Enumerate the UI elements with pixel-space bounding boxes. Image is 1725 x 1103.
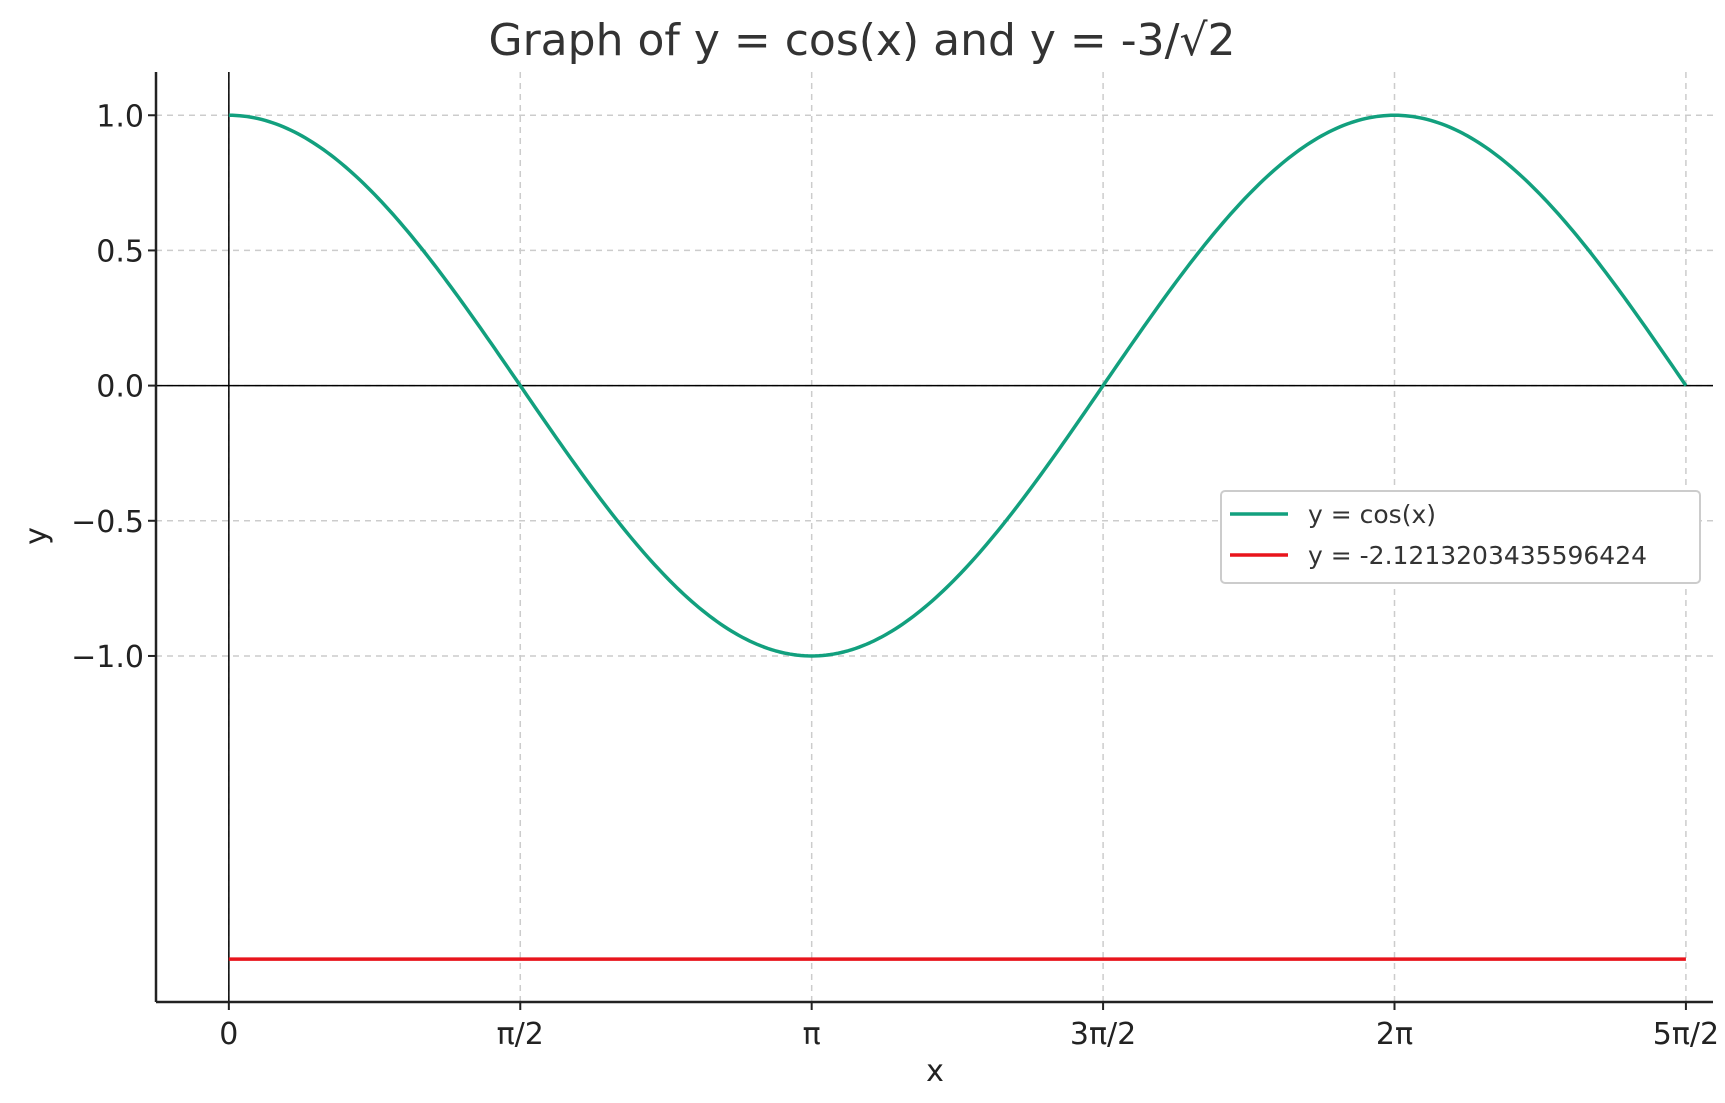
x-tick-label: π bbox=[803, 1017, 821, 1052]
y-tick-label: −0.5 bbox=[71, 505, 144, 540]
series-line-0 bbox=[228, 113, 1688, 658]
y-ticks: 1.0 0.5 0.0 −0.5 −1.0 bbox=[71, 99, 156, 675]
x-tick-label: 3π/2 bbox=[1070, 1017, 1136, 1052]
y-axis-label: y bbox=[19, 527, 54, 545]
legend-box bbox=[1220, 490, 1701, 584]
x-tick-label: 2π bbox=[1376, 1017, 1413, 1052]
zero-lines bbox=[156, 72, 1713, 1002]
chart-title: Graph of y = cos(x) and y = -3/√2 bbox=[489, 15, 1236, 66]
y-tick-label: 0.5 bbox=[96, 234, 144, 269]
x-tick-label: π/2 bbox=[497, 1017, 544, 1052]
y-tick-label: 1.0 bbox=[96, 99, 144, 134]
legend-label-0: y = cos(x) bbox=[1308, 500, 1436, 529]
axes bbox=[154, 72, 1713, 1004]
x-ticks: 0 π/2 π 3π/2 2π 5π/2 bbox=[219, 1002, 1719, 1052]
x-tick-label: 5π/2 bbox=[1653, 1017, 1719, 1052]
y-tick-label: −1.0 bbox=[71, 640, 144, 675]
legend: y = cos(x) y = -2.1213203435596424 bbox=[1220, 490, 1701, 584]
y-tick-label: 0.0 bbox=[96, 370, 144, 405]
x-axis-label: x bbox=[926, 1054, 944, 1089]
legend-label-1: y = -2.1213203435596424 bbox=[1308, 541, 1647, 570]
x-tick-label: 0 bbox=[219, 1017, 238, 1052]
series-layer bbox=[228, 113, 1688, 961]
